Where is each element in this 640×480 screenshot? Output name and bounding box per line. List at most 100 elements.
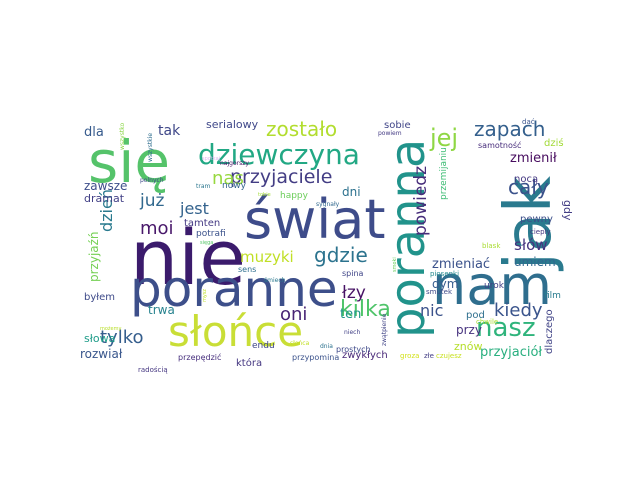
word-poranne: poranne (130, 260, 338, 318)
word-slowa: słowa (84, 332, 115, 345)
word-dziewczyna: dziewczyna (198, 138, 360, 171)
word-nowy: nowy (222, 181, 247, 191)
word-nam: nam (432, 254, 552, 317)
word-cieply: cieply (530, 228, 551, 236)
word-przepedzic: przepędzić (178, 352, 221, 362)
word-zapach: zapach (474, 117, 545, 141)
word-spina: spina (342, 269, 364, 278)
word-happy: happy (280, 191, 309, 201)
word-czujesz: czujesz (436, 352, 462, 360)
word-smiech: śmiech (264, 277, 286, 284)
word-prostych: prostych (336, 345, 371, 354)
word-zawsze: zawsze (84, 179, 127, 193)
word-ktora: która (236, 357, 262, 369)
word-oni: oni (280, 304, 307, 325)
word-siega: sięga (200, 240, 213, 246)
word-gdzie: gdzie (314, 243, 368, 267)
word-ten: ten (340, 307, 361, 322)
word-urok: urok (484, 281, 505, 291)
word-zostalo: zostało (266, 117, 337, 141)
word-slow: słów (514, 236, 548, 254)
word-sygnaly: sygnały (316, 201, 340, 208)
word-tobie: tobie (258, 192, 271, 198)
word-groza: groza (400, 352, 419, 360)
word-film: film (544, 291, 561, 301)
word-przy: przy (456, 323, 482, 337)
word-smoki: smoki (392, 257, 398, 272)
word-lzy: łzy (342, 283, 366, 303)
word-dla: dla (84, 125, 104, 140)
word-sie: się (88, 128, 170, 196)
word-tylko: tylko (100, 327, 144, 348)
word-dzien: dzień (97, 189, 116, 232)
word-tram: tram (196, 183, 210, 190)
word-jak: jak (492, 176, 566, 272)
word-trwa: trwa (148, 303, 175, 317)
word-muzyki: muzyki (240, 248, 294, 266)
word-nasz: nasz (476, 313, 536, 343)
word-nas: nas (212, 168, 244, 189)
word-jest: jest (179, 199, 209, 218)
word-przypomina: przypomina (292, 353, 339, 362)
word-przyjaciol: przyjaciół (480, 345, 542, 360)
word-niech: niech (344, 329, 360, 336)
word-cloud-background (80, 118, 560, 364)
word-nic: nic (420, 301, 443, 320)
word-bylem: byłem (84, 292, 115, 303)
word-kilka: kilka (340, 297, 391, 322)
word-dzis: dziś (544, 137, 564, 149)
word-blask: blask (482, 242, 501, 250)
word-sens: sens (238, 265, 256, 274)
word-pod: pod (466, 310, 485, 321)
word-samotnosc: samotność (478, 140, 521, 150)
word-dnia: dnia (320, 343, 333, 350)
word-serialowy: serialowy (206, 118, 259, 131)
word-najgorszy: najgorszy (220, 160, 249, 167)
word-mysz: mysz (202, 289, 208, 302)
word-smutek: smutek (426, 288, 453, 296)
word-mozemy: możemy (100, 326, 122, 332)
word-umiem: umiem (514, 255, 556, 269)
word-tamten: tamten (184, 218, 220, 229)
word-moi: moi (140, 218, 174, 239)
word-endu: endu (252, 341, 275, 351)
word-radoscia: radością (138, 366, 168, 374)
word-dlaczego: dlaczego (544, 309, 555, 354)
word-juz: już (139, 191, 164, 211)
word-piosenki: piosenki (430, 270, 459, 278)
word-noca: nocą (514, 174, 538, 185)
word-przyjazn: przyjaźń (87, 231, 101, 282)
word-jej: jej (429, 124, 458, 152)
word-polnych: polnych (140, 177, 164, 184)
word-caly: cały (508, 175, 549, 199)
word-przyjaciele: przyjaciele (230, 166, 332, 188)
word-dym: dym (432, 277, 458, 291)
word-slonce: słońce (168, 307, 303, 356)
word-chwile: chwile (476, 318, 498, 326)
word-spotkaj: spotkaj (202, 156, 220, 162)
word-poranna: poranna (380, 139, 436, 338)
word-zmienil: zmienił (510, 151, 557, 166)
word-zmieniac: zmieniać (432, 257, 490, 272)
word-nie: nie (130, 213, 246, 302)
word-dni: dni (342, 185, 361, 199)
word-zwyklych: zwykłych (342, 350, 388, 361)
word-powiem: powiem (378, 130, 402, 137)
word-wszystko: wszystko (119, 123, 126, 150)
word-rozwial: rozwiał (80, 347, 123, 361)
word-dac: dać (522, 118, 535, 126)
word-swiat: świat (244, 188, 386, 251)
word-sobie: sobie (384, 120, 411, 131)
word-powiedz: powiedz (411, 166, 431, 236)
word-potrafi: potrafi (196, 229, 226, 239)
word-znow: znów (454, 340, 482, 353)
word-dramat: dramat (84, 192, 125, 205)
word-gdy: gdy (561, 200, 574, 221)
word-slonca: słońca (290, 340, 310, 347)
word-kiedy: kiedy (494, 300, 543, 321)
word-zle: złe (424, 352, 434, 360)
word-wszystkie: wszystkie (147, 133, 154, 162)
word-przemijaniu: przemijaniu (439, 147, 449, 200)
